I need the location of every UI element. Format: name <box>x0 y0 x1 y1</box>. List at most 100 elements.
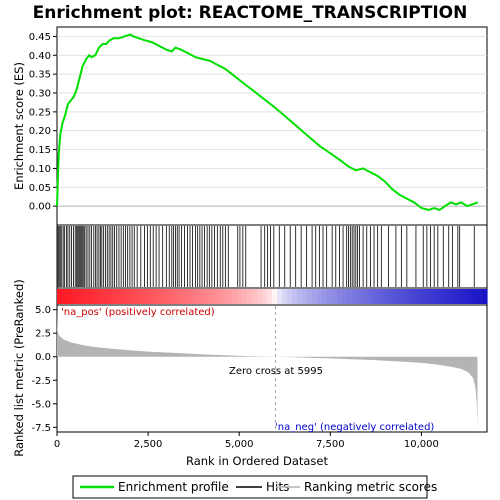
color-bar-segment <box>57 289 63 304</box>
color-bar-segment <box>382 289 388 304</box>
es-y-axis-label: Enrichment score (ES) <box>12 62 26 190</box>
color-bar-segment <box>322 289 328 304</box>
color-bar-segment <box>387 289 393 304</box>
positive-correlation-label: 'na_pos' (positively correlated) <box>61 307 215 318</box>
color-bar-segment <box>202 289 208 304</box>
es-y-tick-label: 0.25 <box>29 107 51 118</box>
color-bar-segment <box>362 289 368 304</box>
color-bar-segment <box>367 289 373 304</box>
color-bar-segment <box>392 289 398 304</box>
metric-plot-frame <box>56 304 488 433</box>
es-y-tick-label: 0.00 <box>29 202 51 213</box>
color-bar-segment <box>252 289 258 304</box>
metric-y-tick-label: 2.5 <box>35 329 51 340</box>
color-bar-segment <box>102 289 108 304</box>
color-bar-segment <box>182 289 188 304</box>
color-bar-segment <box>82 289 88 304</box>
es-y-tick-label: 0.35 <box>29 70 51 81</box>
color-bar-segment <box>352 289 358 304</box>
color-bar-segment <box>472 289 478 304</box>
color-bar-segment <box>467 289 473 304</box>
metric-panel: -7.5 -5.0 -2.5 0.0 2.5 5.0 0 2,500 5,000 7,500 10… <box>12 279 488 468</box>
color-bar-segment <box>97 289 103 304</box>
color-bar-segment <box>457 289 463 304</box>
rank-color-bar <box>56 287 488 306</box>
es-y-tick-label: 0.30 <box>29 89 51 100</box>
color-bar-segment <box>282 289 288 304</box>
color-bar-segment <box>192 289 198 304</box>
color-bar-segment <box>442 289 448 304</box>
es-y-tick-label: 0.40 <box>29 51 51 62</box>
metric-x-tick-label: 0 <box>54 439 60 450</box>
color-bar-segment <box>172 289 178 304</box>
legend-item-enrichment-profile: Enrichment profile <box>118 480 229 494</box>
color-bar-segment <box>142 289 148 304</box>
es-gridlines <box>57 36 487 207</box>
color-bar-segment <box>347 289 353 304</box>
color-bar-segment <box>372 289 378 304</box>
metric-y-tick-label: 5.0 <box>35 305 51 316</box>
color-bar-segment <box>237 289 243 304</box>
chart-title: Enrichment plot: REACTOME_TRANSCRIPTION <box>33 3 468 23</box>
color-bar-segment <box>397 289 403 304</box>
color-bar-segment <box>402 289 408 304</box>
es-y-tick-label: 0.45 <box>29 32 51 43</box>
color-bar-segment <box>447 289 453 304</box>
color-bar-segment <box>312 289 318 304</box>
color-bar-segment <box>297 289 303 304</box>
es-plot-frame <box>56 26 488 226</box>
zero-cross-label: Zero cross at 5995 <box>229 366 323 377</box>
legend-item-ranking-metric-scores: Ranking metric scores <box>304 480 437 494</box>
metric-y-tick-label: -5.0 <box>31 399 51 410</box>
color-bar-segment <box>112 289 118 304</box>
color-bar-segment <box>187 289 193 304</box>
color-bar-segment <box>227 289 233 304</box>
color-bar-segment <box>377 289 383 304</box>
metric-x-tick-label: 10,000 <box>404 439 439 450</box>
es-y-tick-label: 0.05 <box>29 183 51 194</box>
color-bar-segment <box>427 289 433 304</box>
color-bar-segment <box>417 289 423 304</box>
color-bar-segment <box>217 289 223 304</box>
color-bar-segment <box>407 289 413 304</box>
color-bar-segment <box>197 289 203 304</box>
color-bar-segment <box>477 289 483 304</box>
color-bar-segment <box>462 289 468 304</box>
es-y-tick-label: 0.15 <box>29 145 51 156</box>
color-bar-segment <box>302 289 308 304</box>
color-bar-segment <box>207 289 213 304</box>
color-bar-segment <box>287 289 293 304</box>
color-bar-segment <box>72 289 78 304</box>
color-bar-segment <box>157 289 163 304</box>
color-bar-segment <box>152 289 158 304</box>
color-bar-segment <box>62 289 68 304</box>
metric-y-tick-label: -2.5 <box>31 376 51 387</box>
color-bar-segment <box>92 289 98 304</box>
color-bar-segment <box>332 289 338 304</box>
color-bar-segment <box>177 289 183 304</box>
metric-x-tick-label: 7,500 <box>316 439 345 450</box>
color-bar-segment <box>357 289 363 304</box>
metric-x-axis-label: Rank in Ordered Dataset <box>186 454 329 468</box>
legend: Enrichment profile Hits Ranking metric s… <box>72 475 437 499</box>
color-bar-segment <box>422 289 428 304</box>
metric-x-axis: 0 2,500 5,000 7,500 10,000 <box>54 432 439 450</box>
color-bar-segment <box>262 289 268 304</box>
color-bar-segment <box>167 289 173 304</box>
hit-marks <box>57 226 475 287</box>
color-bar-segment <box>107 289 113 304</box>
color-bar-segment <box>212 289 218 304</box>
color-bar-segment <box>247 289 253 304</box>
metric-y-tick-label: -7.5 <box>31 423 51 434</box>
color-bar-segment <box>307 289 313 304</box>
es-y-axis: 0.00 0.05 0.10 0.15 0.20 0.25 0.30 0.35 0.40 0.45 <box>29 32 57 213</box>
color-bar-segment <box>232 289 238 304</box>
es-panel: 0.00 0.05 0.10 0.15 0.20 0.25 0.30 0.35 0.40 0.45… <box>12 26 488 226</box>
color-bar-segment <box>292 289 298 304</box>
color-bar-segment <box>127 289 133 304</box>
color-bar-segment <box>267 289 273 304</box>
color-bar-segments <box>57 289 488 304</box>
color-bar-segment <box>327 289 333 304</box>
negative-correlation-label: 'na_neg' (negatively correlated) <box>275 422 434 433</box>
